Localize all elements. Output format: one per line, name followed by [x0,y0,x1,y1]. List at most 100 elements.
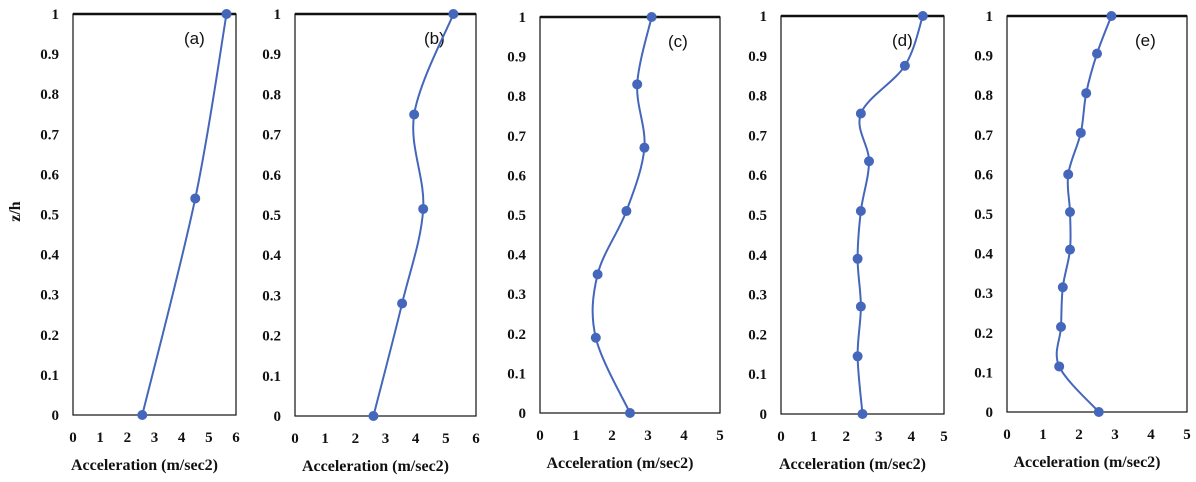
data-point [1056,321,1066,332]
series-line [141,13,228,416]
data-point [418,203,429,214]
data-point [1092,48,1102,59]
chart-panel-d: 0 0.1 0.2 0.3 0.4 0.5 0.6 0.7 0.8 0.9 1 0 1 2 3 4 5 Accel… [748,9,948,473]
data-point [1065,207,1075,218]
x-tick-label: 4 [412,431,420,447]
y-tick-label: 0.9 [974,49,993,65]
series-line [856,15,924,415]
x-tick-label: 2 [124,430,132,446]
y-tick-label: 0.6 [748,168,767,184]
y-tick-label: 0.6 [40,167,59,183]
y-tick-label: 0 [274,409,282,425]
data-point [1093,407,1104,417]
y-tick-label: 0.9 [507,50,526,66]
x-tick-label: 1 [1039,427,1047,443]
x-tick-label: 3 [382,431,390,447]
x-tick-label: 2 [352,431,360,447]
y-tick-label: 0.5 [40,208,59,224]
x-tick-label: 2 [608,428,616,444]
series-line [1055,15,1113,413]
y-tick-label: 0.8 [974,88,993,104]
data-point [852,253,863,264]
data-point [625,408,635,418]
y-tick-label: 0.2 [748,327,767,343]
data-point [221,9,232,19]
x-tick-label: 0 [536,428,544,444]
data-point [1063,169,1074,180]
x-tick-label: 4 [178,430,186,446]
y-tick-label: 0.6 [974,167,993,183]
y-tick-label: 0.3 [974,286,993,302]
y-tick-label: 0.2 [262,329,281,345]
data-point [864,156,875,167]
data-point [917,11,928,21]
series-line [591,16,653,414]
x-tick-label: 1 [810,429,818,445]
x-tick-label: 0 [777,429,785,445]
x-tick-label: 5 [1183,427,1191,443]
x-axis-label: Acceleration (m/sec2) [71,457,218,474]
y-tick-label: 0.5 [974,207,993,223]
x-tick-label: 4 [680,428,688,444]
x-tick-label: 4 [908,429,916,445]
chart-panel-a: 0 0.1 0.2 0.3 0.4 0.5 0.6 0.7 0.8 0.9 1 0 1 2 3 4 5 6 Acce… [7,7,240,474]
x-tick-label: 1 [572,428,580,444]
y-tick-label: 0.5 [748,208,767,224]
data-point [190,193,201,204]
data-point [592,269,603,280]
y-tick-label: 1 [986,9,994,25]
y-tick-label: 0.7 [748,128,767,144]
panel-label: (c) [668,32,688,51]
data-point [1065,244,1075,255]
y-tick-label: 0.1 [507,366,526,382]
x-axis-label: Acceleration (m/sec2) [779,456,926,473]
y-tick-label: 1 [519,10,527,26]
y-tick-label: 0.4 [40,248,59,264]
chart-panel-e: 0 0.1 0.2 0.3 0.4 0.5 0.6 0.7 0.8 0.9 1 0 1 2 3 4 5 Accel… [974,9,1191,471]
y-tick-label: 0.8 [748,89,767,105]
y-tick-label: 0.7 [507,129,526,145]
data-point [409,109,420,120]
data-point [899,60,910,71]
x-tick-label: 0 [69,430,77,446]
y-tick-label: 0.5 [507,208,526,224]
y-tick-label: 0.3 [507,287,526,303]
y-tick-label: 0.8 [262,87,281,103]
x-tick-label: 3 [644,428,652,444]
data-point [852,351,863,362]
data-point [632,79,643,90]
data-point [1057,282,1068,293]
x-tick-label: 6 [232,430,240,446]
data-point [448,9,459,19]
y-tick-label: 0.7 [40,127,59,143]
data-point [855,301,866,312]
plot-frame [539,16,721,414]
plot-frame [294,13,477,417]
chart-panel-b: 0 0.1 0.2 0.3 0.4 0.5 0.6 0.7 0.8 0.9 1 0 1 2 3 4 5 6 Acce… [262,7,480,475]
plot-frame [1006,15,1188,413]
y-tick-label: 0.9 [748,49,767,65]
data-point [1075,127,1086,138]
y-tick-label: 0.6 [507,168,526,184]
y-tick-label: 0.9 [262,47,281,63]
y-tick-label: 1 [52,7,60,23]
y-tick-label: 0.4 [507,248,526,264]
series-line [372,13,455,417]
data-point [855,108,866,119]
x-tick-label: 0 [291,431,299,447]
data-point [590,332,601,343]
y-tick-label: 0.7 [974,128,993,144]
data-point [368,411,379,421]
y-tick-label: 0.4 [748,248,767,264]
y-tick-label: 0.4 [974,247,993,263]
y-tick-label: 0.4 [262,248,281,264]
y-tick-label: 0.2 [507,327,526,343]
data-point [1081,88,1092,99]
data-point [857,409,868,419]
y-tick-label: 0 [52,408,60,424]
y-tick-label: 0 [986,405,994,421]
y-tick-label: 0.2 [974,326,993,342]
x-axis-label: Acceleration (m/sec2) [546,455,693,472]
x-tick-label: 0 [1003,427,1011,443]
